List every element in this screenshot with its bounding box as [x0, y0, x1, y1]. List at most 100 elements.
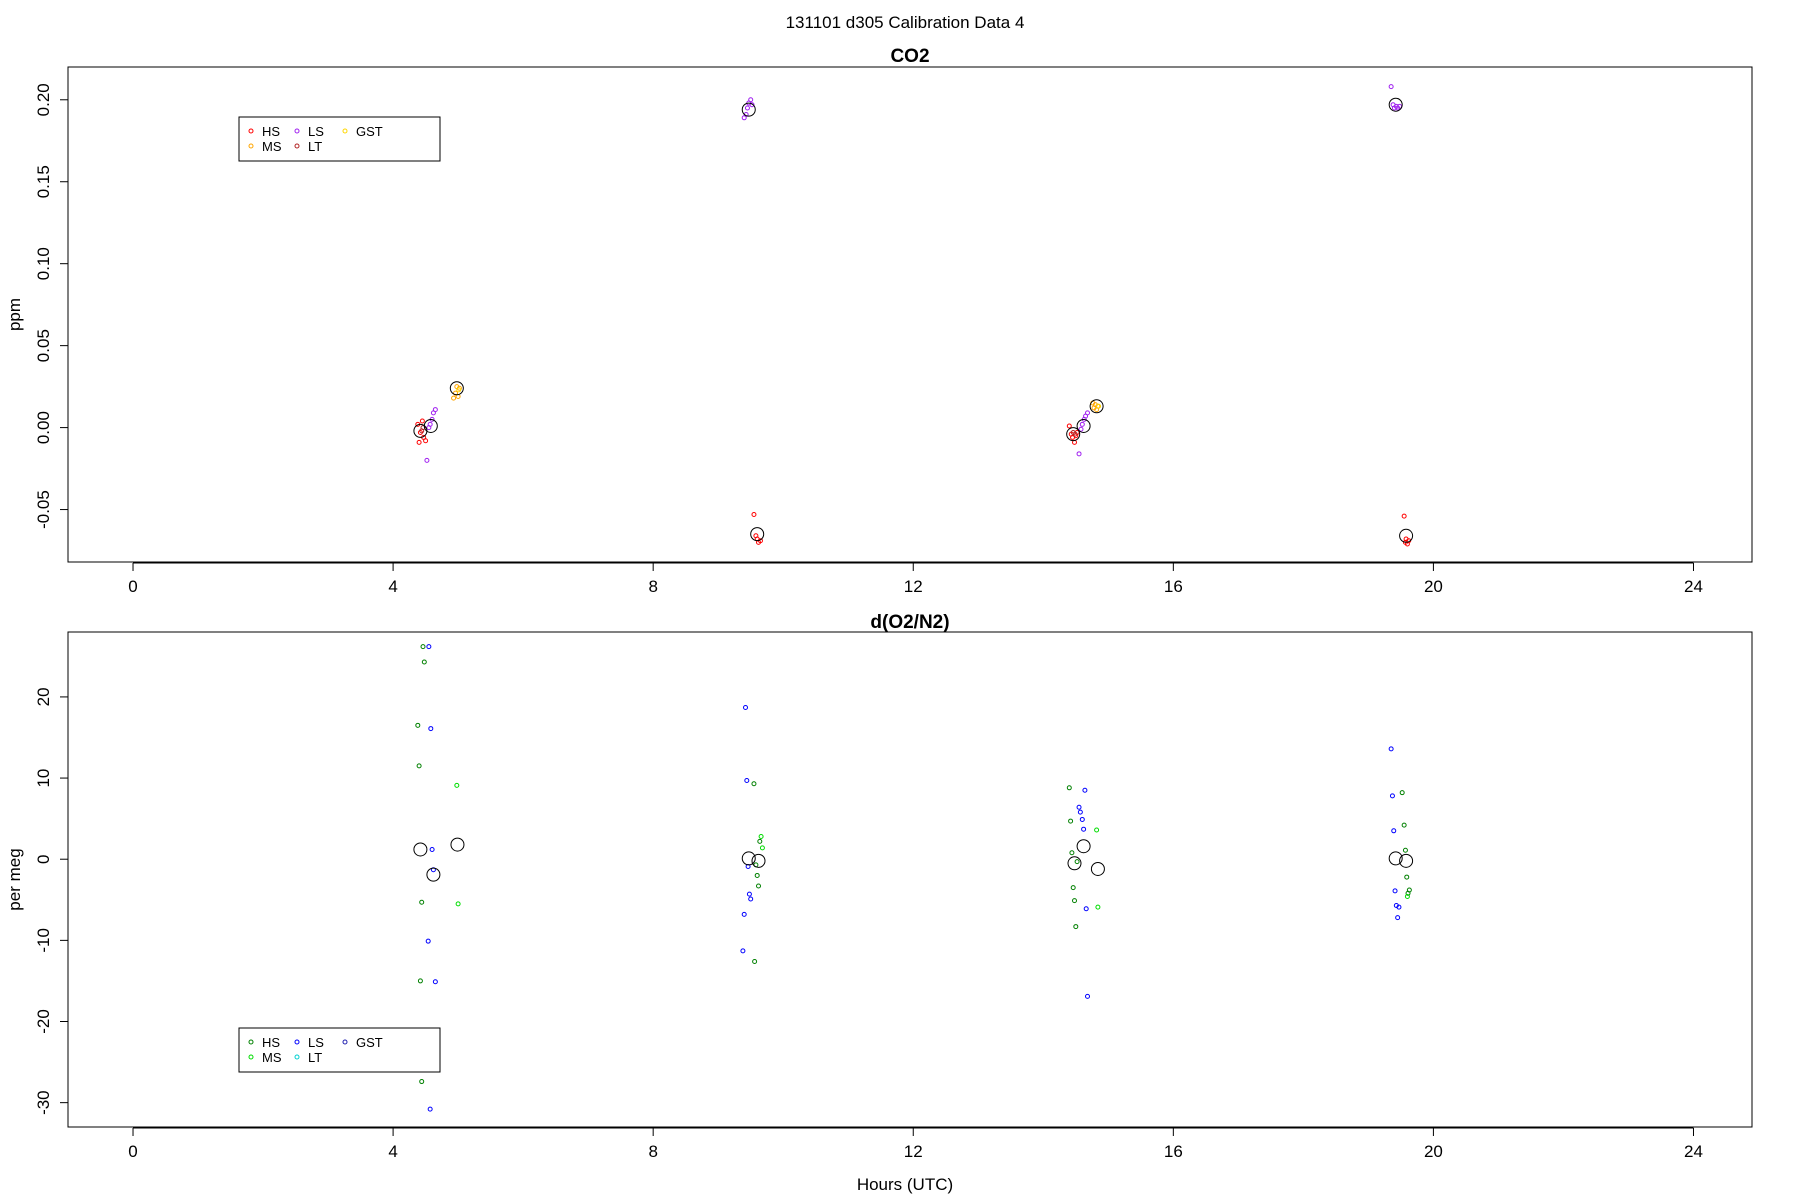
co2-legend-marker-gst	[342, 128, 348, 134]
o2n2-point-ls	[1391, 828, 1397, 834]
x-axis-label: Hours (UTC)	[857, 1175, 953, 1194]
o2n2-point-hs	[416, 763, 422, 769]
co2-x-tick-label: 0	[128, 577, 137, 596]
o2n2-x-tick-label: 12	[904, 1142, 923, 1161]
o2n2-point-ms	[758, 833, 764, 839]
o2n2-point-ls	[748, 896, 754, 902]
o2n2-legend-item-ls: LS	[294, 1035, 324, 1050]
o2n2-point-ls	[746, 891, 752, 897]
o2n2-point-ls	[426, 644, 432, 650]
co2-point-hs	[416, 439, 422, 445]
o2n2-point-hs	[415, 722, 421, 728]
o2n2-legend-item-lt: LT	[294, 1050, 322, 1065]
o2n2-panel-title: d(O2/N2)	[870, 612, 949, 633]
co2-legend-marker-hs	[248, 128, 254, 134]
co2-legend-label: LT	[308, 139, 322, 154]
co2-point-ls	[1076, 451, 1082, 457]
o2n2-legend-label: GST	[356, 1035, 383, 1050]
co2-point-hs	[419, 418, 425, 424]
o2n2-point-ms	[455, 901, 461, 907]
co2-point-mean	[1089, 399, 1104, 414]
co2-point-mean	[423, 418, 438, 433]
co2-point-hs	[1401, 513, 1407, 519]
co2-point-hs	[423, 438, 429, 444]
co2-point-hs	[1403, 536, 1409, 542]
o2n2-point-ms	[759, 845, 765, 851]
o2n2-point-hs	[1068, 818, 1074, 824]
o2n2-x-tick-label: 4	[388, 1142, 397, 1161]
o2n2-point-ls	[1083, 906, 1089, 912]
o2n2-point-hs	[756, 883, 762, 889]
o2n2-legend-box	[238, 1027, 441, 1073]
o2n2-point-hs	[1073, 924, 1079, 930]
co2-legend-marker-lt	[294, 143, 300, 149]
o2n2-point-mean	[413, 842, 428, 857]
o2n2-point-mean	[426, 867, 441, 882]
co2-series-gst	[456, 387, 1102, 409]
o2n2-legend-item-gst: GST	[342, 1035, 383, 1050]
co2-point-ls	[748, 97, 754, 103]
o2n2-point-hs	[419, 1079, 425, 1085]
co2-series-lt	[419, 425, 1078, 437]
o2n2-point-ls	[1082, 787, 1088, 793]
co2-point-lt	[1072, 431, 1078, 437]
co2-y-tick-label: 0.00	[34, 411, 53, 444]
o2n2-point-ls	[741, 911, 747, 917]
o2n2-point-ls	[1392, 888, 1398, 894]
o2n2-point-hs	[751, 781, 757, 787]
o2n2-legend-item-ms: MS	[248, 1050, 282, 1065]
o2n2-point-hs	[1399, 790, 1405, 796]
o2n2-point-hs	[1069, 850, 1075, 856]
co2-legend-item-lt: LT	[294, 139, 322, 154]
o2n2-x-tick-label: 20	[1424, 1142, 1443, 1161]
o2n2-point-hs	[1066, 785, 1072, 791]
o2n2-point-mean	[1076, 839, 1091, 854]
o2n2-point-ls	[425, 938, 431, 944]
o2n2-point-ls	[1079, 816, 1085, 822]
co2-point-mean	[449, 381, 464, 396]
o2n2-point-hs	[1401, 822, 1407, 828]
o2n2-x-tick-label: 8	[648, 1142, 657, 1161]
co2-series-mean	[413, 97, 1414, 543]
o2n2-point-hs	[757, 838, 763, 844]
o2n2-legend-marker-lt	[294, 1054, 300, 1060]
co2-legend-item-hs: HS	[248, 124, 280, 139]
co2-x-axis: 0 4 8 12 16 20 24	[128, 562, 1703, 596]
o2n2-point-mean	[1399, 853, 1414, 868]
o2n2-point-mean	[1067, 856, 1082, 871]
co2-y-tick-label: 0.05	[34, 329, 53, 362]
co2-point-ms	[451, 395, 457, 401]
o2n2-panel: d(O2/N2) 0 4 8 12 16 20 24 -30 -20 -10 0 10 20 per meg…	[5, 612, 1753, 1161]
co2-legend-label: MS	[262, 139, 282, 154]
co2-legend-label: LS	[308, 124, 324, 139]
co2-x-tick-label: 8	[648, 577, 657, 596]
co2-y-tick-label: 0.15	[34, 165, 53, 198]
o2n2-legend-item-hs: HS	[248, 1035, 280, 1050]
o2n2-point-ms	[1095, 904, 1101, 910]
o2n2-point-hs	[1071, 898, 1077, 904]
co2-point-ls	[1078, 426, 1084, 432]
o2n2-point-ls	[1076, 804, 1082, 810]
o2n2-series-mean	[413, 837, 1414, 882]
o2n2-point-hs	[1404, 874, 1410, 880]
co2-point-mean	[750, 527, 765, 542]
co2-series-ls	[424, 84, 1403, 463]
o2n2-legend-label: MS	[262, 1050, 282, 1065]
o2n2-point-hs	[1074, 859, 1080, 865]
o2n2-point-hs	[754, 872, 760, 878]
o2n2-point-hs	[1402, 847, 1408, 853]
co2-legend-item-ms: MS	[248, 139, 282, 154]
co2-legend-box	[238, 116, 441, 162]
co2-point-ls	[744, 105, 750, 111]
co2-point-mean	[1076, 418, 1091, 433]
co2-point-ls	[424, 457, 430, 463]
o2n2-point-hs	[1070, 885, 1076, 891]
co2-legend-marker-ms	[248, 143, 254, 149]
o2n2-y-tick-label: -20	[34, 1009, 53, 1034]
o2n2-point-ms	[1404, 894, 1410, 900]
co2-point-mean	[1388, 97, 1403, 112]
o2n2-point-ls	[740, 948, 746, 954]
o2n2-point-ls	[1077, 809, 1083, 815]
o2n2-point-hs	[421, 659, 427, 665]
